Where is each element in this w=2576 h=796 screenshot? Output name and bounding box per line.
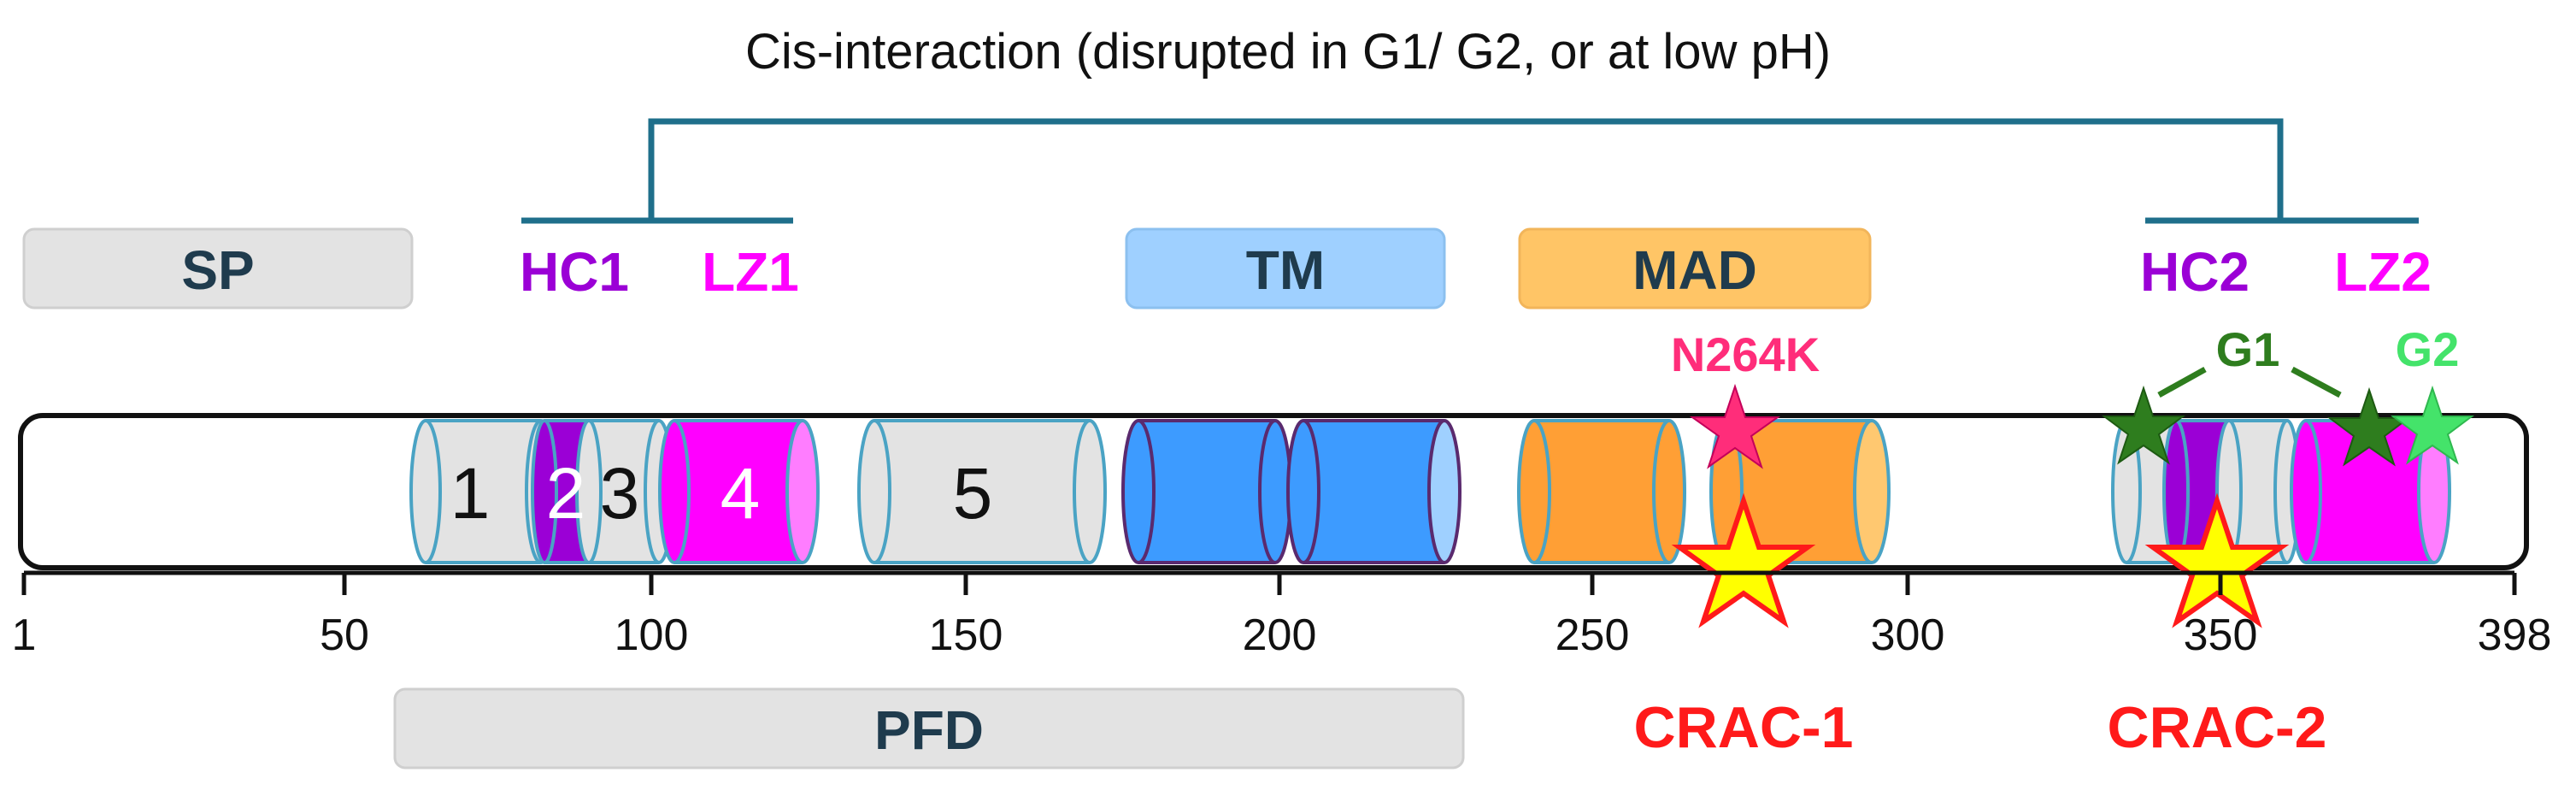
tick-label-150: 150 [929,610,1003,660]
tick-label-398: 398 [2478,610,2552,660]
n264k-star-icon [1689,383,1781,469]
hc1-label: HC1 [520,241,629,303]
tm-helix-2 [1286,419,1461,564]
lz2-label: LZ2 [2334,241,2432,303]
g1-connector-left [2157,366,2207,398]
helix-2-label: 2 [546,453,586,534]
mad-label: MAD [1632,239,1757,301]
helix-5-label: 5 [953,453,993,534]
sp-label: SP [181,239,254,301]
g1-star-left-icon [2102,385,2185,465]
g2-star-icon [2391,385,2474,465]
cis-interaction-bracket [521,118,2419,224]
tm-label: TM [1246,239,1325,301]
helix-4 [658,419,820,564]
tick-label-300: 300 [1871,610,1945,660]
crac-1-label: CRAC-1 [1634,695,1854,760]
helix-cylinders [409,419,2451,564]
residue-axis [21,570,2517,595]
tick-label-50: 50 [320,610,369,660]
pfd-region-box [393,687,1465,769]
tick-label-1: 1 [12,610,37,660]
tick-label-250: 250 [1556,610,1630,660]
n264k-label: N264K [1671,327,1820,381]
pfd-label: PFD [874,699,984,761]
helix-3-label: 3 [600,453,640,534]
hc2-label: HC2 [2140,241,2250,303]
tick-label-200: 200 [1243,610,1317,660]
tick-label-100: 100 [615,610,689,660]
tick-label-350: 350 [2184,610,2258,660]
mad-helix-1 [1517,419,1686,564]
crac-2-star-icon [2144,492,2290,628]
tm-helix-1 [1121,419,1292,564]
g1-connector-right [2291,366,2342,398]
helix-5 [857,419,1107,564]
crac-2-label: CRAC-2 [2108,695,2327,760]
diagram-title: Cis-interaction (disrupted in G1/ G2, or… [745,24,1831,80]
lz1-label: LZ1 [702,241,799,303]
helix-1-label: 1 [450,453,491,534]
crac-1-star-icon [1671,492,1816,628]
tm-region-box [1125,227,1446,310]
mad-region-box [1518,227,1872,310]
g1-label: G1 [2216,322,2280,376]
g2-label: G2 [2396,322,2460,376]
sp-region-box [22,227,414,310]
helix-4-label: 4 [720,453,761,534]
